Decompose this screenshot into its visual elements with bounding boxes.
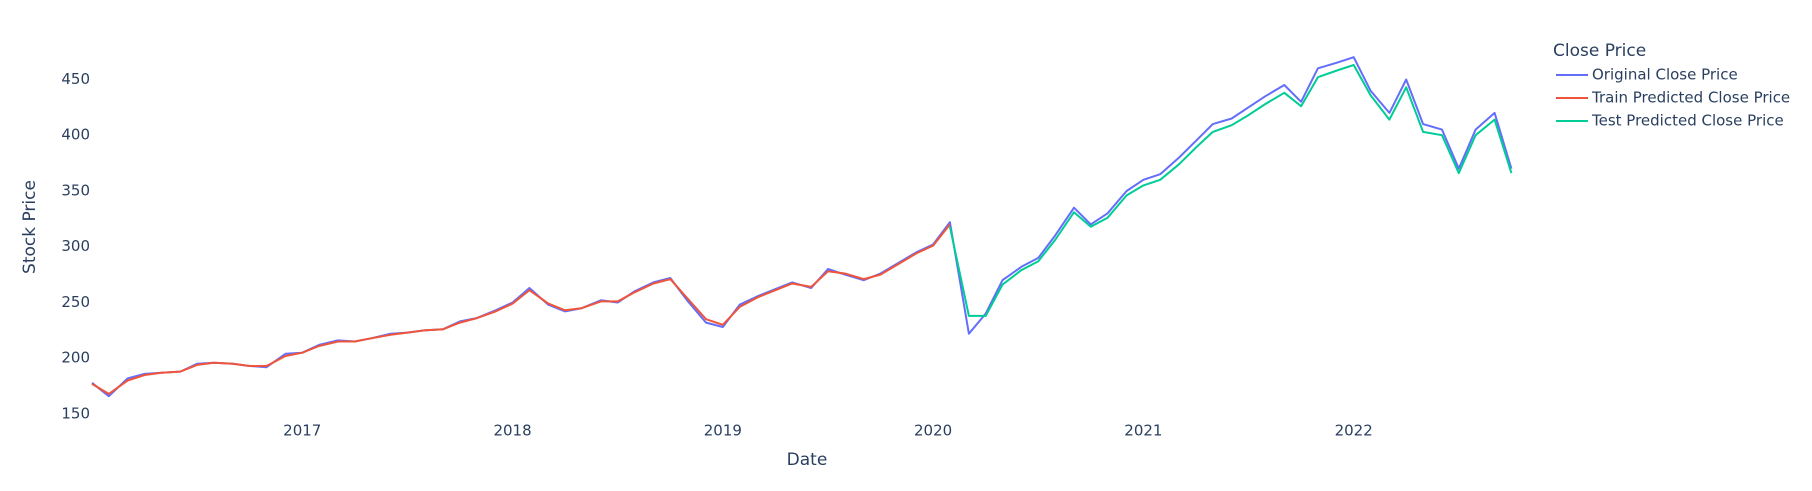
y-tick-label: 200	[61, 349, 90, 367]
legend-label: Train Predicted Close Price	[1591, 89, 1790, 107]
y-tick-label: 350	[61, 181, 90, 199]
y-tick-label: 450	[61, 70, 90, 88]
x-axis-title: Date	[787, 450, 828, 470]
legend-label: Test Predicted Close Price	[1591, 112, 1784, 130]
y-tick-label: 300	[61, 237, 90, 255]
x-tick-label: 2019	[704, 422, 742, 440]
y-tick-label: 150	[61, 405, 90, 423]
legend-title: Close Price	[1553, 41, 1646, 61]
legend-label: Original Close Price	[1592, 66, 1738, 84]
line-series	[91, 56, 1513, 398]
y-axis-title: Stock Price	[20, 180, 40, 274]
x-tick-label: 2017	[283, 422, 321, 440]
x-tick-label: 2021	[1124, 422, 1162, 440]
y-tick-label: 400	[61, 126, 90, 144]
x-tick-label: 2018	[493, 422, 531, 440]
line-series	[91, 223, 951, 395]
x-tick-label: 2020	[914, 422, 952, 440]
y-tick-label: 250	[61, 293, 90, 311]
line-series	[948, 64, 1513, 317]
x-tick-label: 2022	[1335, 422, 1373, 440]
